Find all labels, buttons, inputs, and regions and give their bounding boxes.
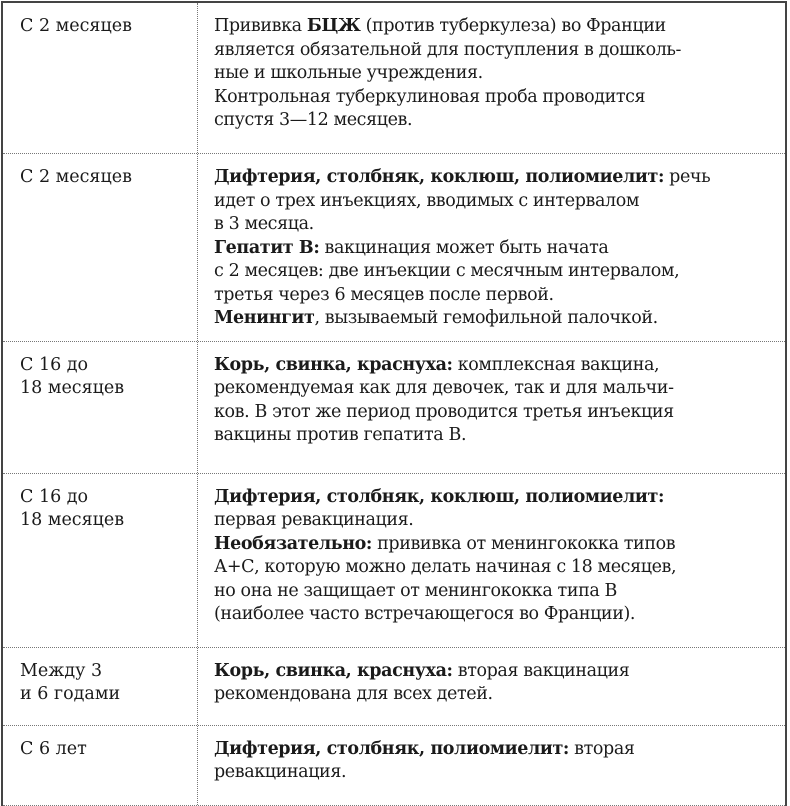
text: идет о трех инъекциях, вводимых с интерв… <box>214 190 640 211</box>
description-line: Необязательно: прививка от менингококка … <box>214 533 777 557</box>
description-line: ревакцинация. <box>214 761 777 785</box>
text: спустя 3—12 месяцев. <box>214 110 413 130</box>
description-line: в 3 месяца. <box>214 213 777 237</box>
age-text: С 2 месяцев <box>20 167 132 187</box>
age-text: и 6 годами <box>20 684 121 704</box>
description-line: Гепатит В: вакцинация может быть начата <box>214 237 777 261</box>
description-line: первая ревакцинация. <box>214 509 777 533</box>
description-line: рекомендована для всех детей. <box>214 683 777 707</box>
description-line: (наиболее часто встречающегося во Франци… <box>214 603 777 627</box>
description-line: Дифтерия, столбняк, полиомиелит: вторая <box>214 738 777 762</box>
description-cell: Дифтерия, столбняк, коклюш, полиомиелит:… <box>198 474 785 647</box>
text: ные и школьные учреждения. <box>214 63 483 83</box>
description-line: Корь, свинка, краснуха: комплексная вакц… <box>214 354 777 378</box>
description-line: Корь, свинка, краснуха: вторая вакцинаци… <box>214 660 777 684</box>
text: Контрольная туберкулиновая проба проводи… <box>214 86 646 107</box>
description-line: ные и школьные учреждения. <box>214 62 777 86</box>
age-cell: С 6 лет <box>3 725 198 805</box>
text: (против туберкулеза) во Франции <box>360 16 667 36</box>
table-row: С 2 месяцев Прививка БЦЖ (против туберкул… <box>3 3 785 154</box>
bold-term: Корь, свинка, краснуха: <box>214 660 453 681</box>
text: комплексная вакцина, <box>452 354 660 375</box>
bold-term: Необязательно: <box>214 533 372 554</box>
age-cell: С 2 месяцев <box>3 3 198 153</box>
description-line: идет о трех инъекциях, вводимых с интерв… <box>214 190 777 214</box>
text: вакцинация может быть начата <box>319 237 609 258</box>
description-line: вакцины против гепатита В. <box>214 424 777 448</box>
description-line: Контрольная туберкулиновая проба проводи… <box>214 86 777 110</box>
age-text: С 2 месяцев <box>20 16 132 36</box>
description-line: спустя 3—12 месяцев. <box>214 109 777 133</box>
description-cell: Корь, свинка, краснуха: вторая вакцинаци… <box>198 648 785 725</box>
bold-term: Дифтерия, столбняк, полиомиелит: <box>214 738 569 759</box>
text: с 2 месяцев: две инъекции с месячным инт… <box>214 261 680 281</box>
text: прививка от менингококка типов <box>371 533 676 554</box>
text: , вызываемый гемофильной палочкой. <box>314 308 658 328</box>
age-cell: Между 3 и 6 годами <box>3 647 198 725</box>
text: (наиболее часто встречающегося во Франци… <box>214 604 636 624</box>
age-text: Между 3 <box>20 660 103 681</box>
description-line: ков. В этот же период проводится третья … <box>214 401 777 425</box>
text: рекомендуемая как для девочек, так и для… <box>214 378 674 398</box>
description-cell: Корь, свинка, краснуха: комплексная вакц… <box>198 342 785 473</box>
table-row: С 6 лет Дифтерия, столбняк, полиомиелит: … <box>3 725 785 806</box>
age-cell: С 2 месяцев <box>3 154 198 341</box>
bold-term: Дифтерия, столбняк, коклюш, полиомиелит: <box>214 486 665 507</box>
description-line: Дифтерия, столбняк, коклюш, полиомиелит: <box>214 486 777 510</box>
text: Прививка <box>214 16 307 36</box>
text: первая ревакцинация. <box>214 510 414 530</box>
bold-term: Корь, свинка, краснуха: <box>214 354 453 375</box>
bold-term: Гепатит В: <box>214 237 320 258</box>
description-line: но она не защищает от менингококка типа … <box>214 580 777 604</box>
age-cell: С 16 до 18 месяцев <box>3 341 198 473</box>
description-line: третья через 6 месяцев после первой. <box>214 284 777 308</box>
description-line: рекомендуемая как для девочек, так и для… <box>214 377 777 401</box>
text: является обязательной для поступления в … <box>214 39 682 60</box>
age-text: С 6 лет <box>20 738 87 759</box>
description-cell: Прививка БЦЖ (против туберкулеза) во Фра… <box>198 3 785 153</box>
age-text: С 16 до <box>20 354 89 375</box>
description-line: Прививка БЦЖ (против туберкулеза) во Фра… <box>214 15 777 39</box>
description-cell: Дифтерия, столбняк, коклюш, полиомиелит:… <box>198 154 785 341</box>
age-cell: С 16 до 18 месяцев <box>3 473 198 647</box>
description-line: А+С, которую можно делать начиная с 18 м… <box>214 556 777 580</box>
text: ревакцинация. <box>214 762 347 782</box>
bold-term: Менингит <box>214 308 315 328</box>
description-line: Дифтерия, столбняк, коклюш, полиомиелит:… <box>214 166 777 190</box>
text: вакцины против гепатита В. <box>214 425 467 445</box>
text: речь <box>664 167 711 187</box>
text: но она не защищает от менингококка типа … <box>214 580 618 601</box>
text: А+С, которую можно делать начиная с 18 м… <box>214 557 677 577</box>
text: третья через 6 месяцев после первой. <box>214 284 554 305</box>
text: ков. В этот же период проводится третья … <box>214 401 674 422</box>
table-row: С 2 месяцев Дифтерия, столбняк, коклюш, п… <box>3 154 785 342</box>
age-text: С 16 до <box>20 486 89 507</box>
bold-term: Дифтерия, столбняк, коклюш, полиомиелит: <box>214 167 665 187</box>
table-row: С 16 до 18 месяцев Корь, свинка, краснуха:… <box>3 341 785 474</box>
description-line: с 2 месяцев: две инъекции с месячным инт… <box>214 260 777 284</box>
table-row: С 16 до 18 месяцев Дифтерия, столбняк, кок… <box>3 473 785 648</box>
description-cell: Дифтерия, столбняк, полиомиелит: вторая р… <box>198 726 785 805</box>
age-text: 18 месяцев <box>20 378 125 398</box>
text: вторая вакцинация <box>452 660 630 681</box>
text: вторая <box>568 738 635 759</box>
table-row: Между 3 и 6 годами Корь, свинка, краснуха:… <box>3 647 785 726</box>
text: в 3 месяца. <box>214 214 314 234</box>
text: рекомендована для всех детей. <box>214 684 493 704</box>
description-line: является обязательной для поступления в … <box>214 39 777 63</box>
age-text: 18 месяцев <box>20 510 125 530</box>
description-line: Менингит, вызываемый гемофильной палочко… <box>214 307 777 331</box>
bold-term: БЦЖ <box>306 16 361 36</box>
